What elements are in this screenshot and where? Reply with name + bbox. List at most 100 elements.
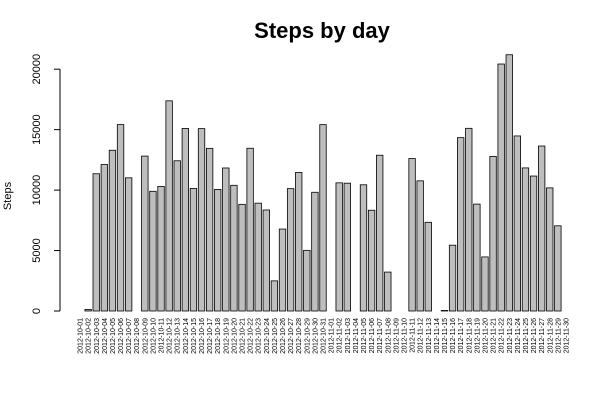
- y-tick-label: 15000: [31, 114, 43, 145]
- chart-title: Steps by day: [254, 18, 390, 43]
- bar: [92, 173, 100, 312]
- x-tick-label: 2012-11-27: [539, 318, 546, 353]
- x-tick-label: 2012-11-06: [369, 318, 376, 353]
- bar: [367, 209, 376, 312]
- x-tick-label: 2012-11-08: [385, 318, 392, 353]
- x-tick-label: 2012-11-13: [426, 318, 433, 353]
- bar: [100, 164, 108, 312]
- x-tick-label: 2012-11-30: [563, 318, 570, 353]
- x-tick-label: 2012-11-05: [361, 318, 368, 353]
- x-tick-label: 2012-10-13: [175, 318, 182, 354]
- bar: [270, 280, 279, 312]
- x-tick-label: 2012-10-28: [296, 318, 303, 354]
- x-tick-label: 2012-11-19: [474, 318, 481, 353]
- x-tick-label: 2012-10-24: [264, 318, 271, 354]
- x-tick-label: 2012-10-15: [191, 318, 198, 354]
- x-tick-label: 2012-10-02: [86, 318, 93, 354]
- x-axis: 2012-10-01 2012-10-02 2012-10-03 2012-10-04…: [78, 318, 571, 354]
- bar: [343, 182, 351, 312]
- bar: [465, 127, 473, 312]
- bar: [376, 154, 384, 312]
- y-tick-label: 0: [31, 308, 43, 314]
- x-tick-label: 2012-10-23: [256, 318, 263, 354]
- y-tick-label: 10000: [31, 175, 43, 206]
- bar: [473, 203, 481, 312]
- x-tick-label: 2012-10-14: [183, 318, 190, 354]
- x-tick-label: 2012-11-10: [401, 318, 408, 353]
- x-tick-label: 2012-10-26: [280, 318, 287, 354]
- bar: [262, 209, 270, 312]
- bar: [108, 149, 117, 312]
- bar: [189, 188, 198, 312]
- x-tick-label: 2012-10-17: [207, 318, 214, 354]
- x-tick-label: 2012-11-11: [410, 318, 417, 353]
- bar: [84, 309, 92, 312]
- y-axis: 0 5000 10000 15000 20000: [31, 54, 61, 314]
- x-tick-label: 2012-11-23: [507, 318, 514, 353]
- x-tick-label: 2012-10-10: [150, 318, 157, 354]
- bar: [246, 147, 254, 312]
- bar: [230, 184, 238, 312]
- bar: [359, 184, 368, 312]
- x-tick-label: 2012-11-26: [531, 318, 538, 353]
- x-tick-label: 2012-11-07: [377, 318, 384, 353]
- x-tick-label: 2012-11-24: [515, 318, 522, 353]
- bar: [448, 244, 457, 312]
- bar: [278, 228, 287, 312]
- bar: [505, 54, 513, 312]
- x-tick-label: 2012-10-25: [272, 318, 279, 354]
- x-tick-label: 2012-11-22: [499, 318, 506, 353]
- x-tick-label: 2012-10-31: [321, 318, 328, 354]
- bar: [181, 128, 189, 312]
- x-tick-label: 2012-10-08: [134, 318, 141, 354]
- x-tick-label: 2012-11-20: [482, 318, 489, 353]
- x-tick-label: 2012-11-25: [523, 318, 530, 353]
- x-tick-label: 2012-10-20: [231, 318, 238, 354]
- x-tick-label: 2012-10-21: [240, 318, 247, 354]
- x-tick-label: 2012-11-14: [434, 318, 441, 353]
- x-tick-label: 2012-11-09: [393, 318, 400, 353]
- bar: [205, 147, 214, 312]
- bar: [222, 167, 230, 312]
- bar: [238, 203, 246, 312]
- y-axis-label: Steps: [2, 181, 14, 210]
- bar: [521, 167, 530, 312]
- bar: [141, 155, 149, 312]
- bar: [497, 63, 505, 312]
- bar: [457, 137, 465, 312]
- x-tick-label: 2012-11-04: [353, 318, 360, 353]
- x-tick-label: 2012-11-15: [442, 318, 449, 353]
- bar: [125, 177, 133, 312]
- x-tick-label: 2012-10-05: [110, 318, 117, 354]
- x-tick-label: 2012-10-27: [288, 318, 295, 354]
- bar: [286, 188, 295, 312]
- x-tick-label: 2012-11-21: [491, 318, 498, 353]
- bar: [416, 180, 424, 312]
- bar: [254, 202, 262, 312]
- x-tick-label: 2012-10-11: [159, 318, 166, 353]
- x-tick-label: 2012-11-17: [458, 318, 465, 353]
- bar: [214, 189, 222, 312]
- x-tick-label: 2012-10-16: [199, 318, 206, 354]
- x-tick-label: 2012-10-19: [223, 318, 230, 354]
- x-tick-label: 2012-10-18: [215, 318, 222, 354]
- bar: [303, 249, 311, 312]
- x-tick-label: 2012-10-29: [304, 318, 311, 354]
- bar: [440, 310, 449, 312]
- x-tick-label: 2012-11-03: [345, 318, 352, 353]
- x-tick-label: 2012-11-18: [466, 318, 473, 353]
- x-tick-label: 2012-10-03: [94, 318, 101, 354]
- bar: [481, 256, 489, 312]
- x-tick-label: 2012-11-02: [337, 318, 344, 353]
- x-tick-label: 2012-10-30: [312, 318, 319, 354]
- bar: [116, 124, 125, 312]
- y-tick-label: 20000: [31, 54, 43, 85]
- bar: [538, 145, 546, 312]
- bar: [546, 187, 554, 312]
- x-tick-label: 2012-11-29: [555, 318, 562, 353]
- x-tick-label: 2012-11-12: [418, 318, 425, 353]
- x-tick-label: 2012-10-09: [142, 318, 149, 354]
- x-tick-label: 2012-10-01: [78, 318, 85, 354]
- x-tick-label: 2012-10-07: [126, 318, 133, 354]
